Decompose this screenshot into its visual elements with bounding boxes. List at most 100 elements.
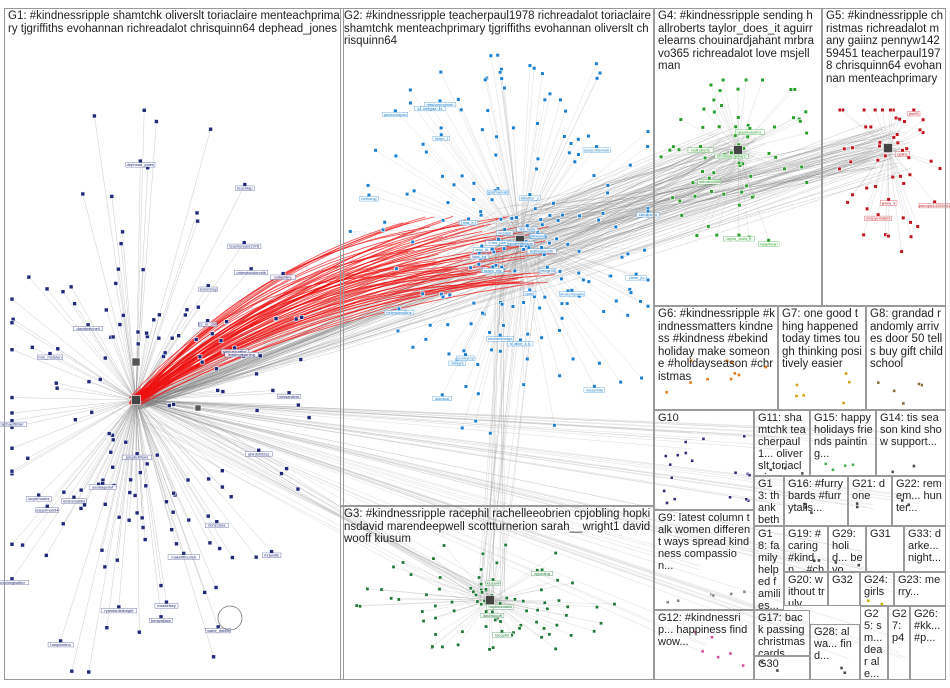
node-label-bg	[880, 200, 898, 206]
edge	[73, 399, 137, 498]
node	[401, 560, 406, 565]
edge	[875, 109, 889, 149]
edge	[102, 399, 137, 484]
node	[556, 218, 561, 223]
node	[214, 366, 219, 372]
edge	[118, 269, 137, 401]
node	[447, 292, 452, 297]
node	[270, 388, 276, 393]
node	[102, 502, 108, 507]
node-g12	[710, 635, 714, 640]
edge	[135, 390, 218, 401]
node	[113, 281, 119, 286]
edge	[500, 147, 897, 243]
node	[862, 107, 867, 113]
edge	[501, 78, 521, 241]
edge	[519, 239, 621, 383]
node	[891, 135, 896, 140]
node-label: mrssarahwr	[279, 394, 301, 399]
group-panel-g14: G14: tis season kind show support...	[876, 410, 946, 476]
node	[211, 654, 216, 660]
edge	[696, 149, 739, 236]
edge	[523, 168, 755, 220]
node	[600, 211, 606, 216]
node	[504, 596, 509, 601]
node	[117, 322, 123, 327]
edge-bundle-red	[131, 226, 430, 402]
edge	[82, 193, 137, 401]
edge	[70, 286, 137, 401]
edge	[519, 239, 595, 387]
node-label: michaelpodge	[488, 336, 514, 341]
node	[568, 141, 574, 146]
node	[608, 273, 613, 279]
node	[115, 557, 120, 563]
edge	[519, 203, 554, 241]
node	[717, 124, 722, 129]
edge	[489, 582, 573, 601]
node	[379, 587, 384, 592]
edge	[501, 239, 521, 305]
node	[176, 333, 181, 339]
edge	[887, 119, 900, 149]
node	[511, 125, 516, 130]
node-g10	[665, 501, 669, 505]
edge	[135, 399, 909, 496]
node-label-bg	[687, 147, 714, 153]
node	[284, 466, 289, 471]
edge	[541, 151, 723, 254]
edge	[135, 385, 499, 601]
node	[487, 330, 492, 335]
node	[594, 605, 599, 610]
node-label-bg	[480, 613, 505, 619]
edge	[135, 399, 806, 509]
edge	[737, 149, 802, 168]
edge	[356, 599, 491, 606]
node	[886, 233, 891, 239]
node-label-bg	[461, 220, 476, 226]
edge-bundle-red	[137, 281, 524, 398]
group-panel-g17: G17: back passing christmas cards...	[754, 610, 810, 656]
group-label-g1: G1: #kindnessripple shamtchk oliverslt t…	[8, 10, 340, 35]
edge	[135, 399, 259, 451]
node	[915, 224, 920, 229]
edge	[139, 419, 498, 594]
node	[711, 97, 716, 103]
node	[253, 554, 259, 560]
node	[439, 125, 444, 131]
edge	[485, 260, 502, 600]
edge	[71, 399, 137, 672]
edge	[710, 84, 739, 151]
edge	[135, 399, 177, 544]
edge	[139, 263, 523, 404]
node-g12	[728, 651, 733, 656]
node-label-bg	[582, 147, 611, 153]
edge-bundle-red	[134, 220, 446, 400]
edge	[425, 239, 521, 340]
edge	[866, 147, 889, 209]
edge	[124, 398, 478, 593]
node	[166, 403, 172, 408]
edge	[442, 599, 491, 648]
node	[535, 156, 541, 161]
node-label: leadinglearning	[228, 352, 255, 357]
node	[512, 597, 517, 602]
edge	[520, 159, 745, 235]
node	[658, 154, 664, 159]
node	[480, 127, 485, 132]
edge	[737, 149, 807, 183]
edge	[426, 151, 521, 241]
edge	[497, 148, 880, 265]
node	[78, 487, 84, 493]
node-label-bg	[482, 268, 504, 273]
node	[193, 337, 199, 342]
edge	[551, 150, 740, 230]
node-label-bg	[224, 352, 259, 358]
node	[174, 541, 179, 547]
node	[495, 53, 500, 58]
edge	[27, 399, 137, 459]
edge	[135, 399, 211, 543]
edge	[737, 79, 763, 151]
node-label-bg	[864, 215, 892, 221]
node	[441, 218, 446, 223]
